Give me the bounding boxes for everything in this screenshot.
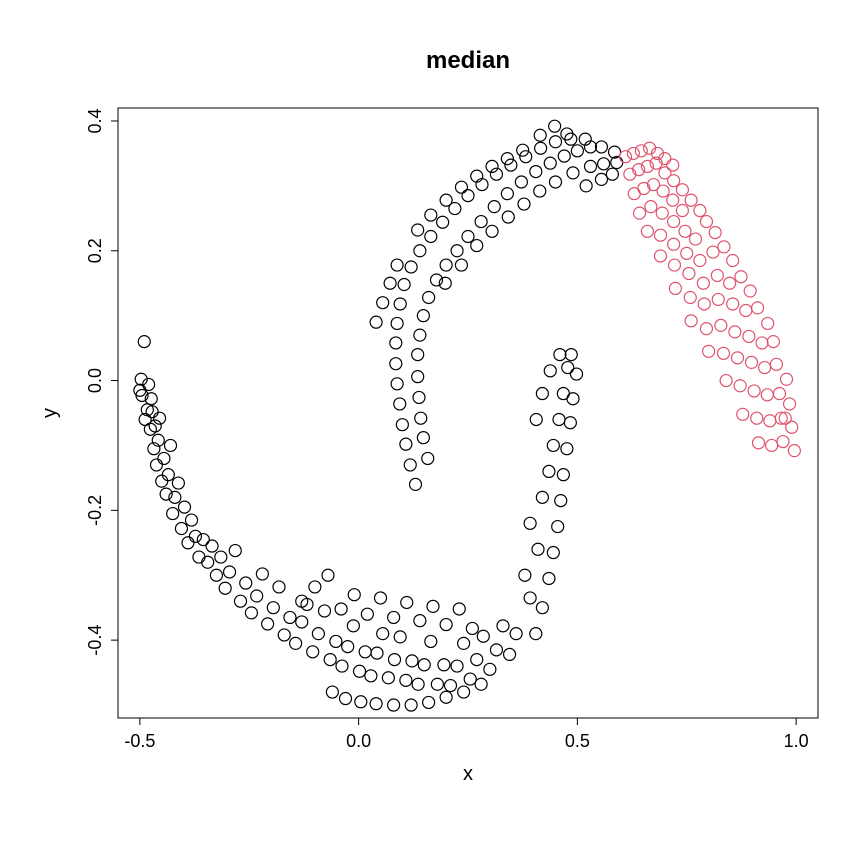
x-tick-label: 0.5 <box>565 731 590 751</box>
y-tick-label: 0.0 <box>85 368 105 393</box>
chart-svg: median -0.5 0.0 0.5 1.0 x -0.4 -0.2 0.0 0.2 0.4 y <box>0 0 864 864</box>
y-tick-label: -0.2 <box>85 495 105 526</box>
scatter-chart: median -0.5 0.0 0.5 1.0 x -0.4 -0.2 0.0 0.2 0.4 y <box>0 0 864 864</box>
plot-title: median <box>426 47 510 74</box>
x-tick-label: 1.0 <box>784 731 809 751</box>
x-tick-label: 0.0 <box>346 731 371 751</box>
y-tick-label: 0.2 <box>85 238 105 263</box>
y-tick-label: 0.4 <box>85 108 105 133</box>
x-tick-label: -0.5 <box>124 731 155 751</box>
y-axis-label: y <box>39 408 61 418</box>
x-axis-label: x <box>463 763 473 785</box>
y-tick-label: -0.4 <box>85 625 105 656</box>
